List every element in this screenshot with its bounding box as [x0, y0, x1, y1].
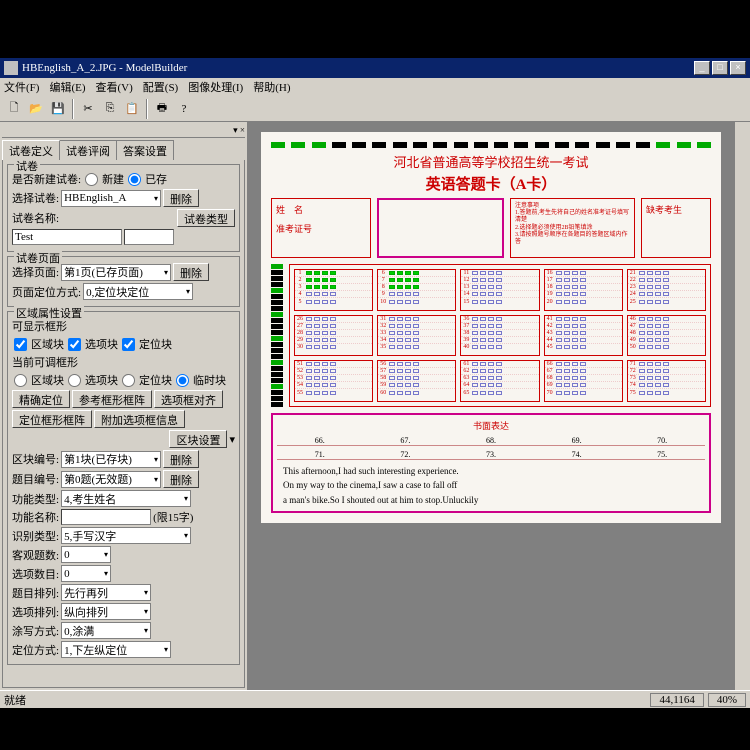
name-box: 姓 名 准考证号 [271, 198, 371, 258]
tab-review[interactable]: 试卷评阅 [59, 140, 117, 160]
help-icon[interactable]: ? [174, 99, 194, 119]
radio-option2[interactable] [68, 374, 81, 387]
group-page: 试卷页面 [14, 250, 62, 266]
block-num-combo[interactable]: 第1块(已存块) [61, 451, 161, 468]
page-combo[interactable]: 第1页(已存页面) [61, 264, 171, 281]
menu-help[interactable]: 帮助(H) [253, 79, 290, 95]
func-name-input[interactable] [61, 509, 151, 525]
copy-icon[interactable]: ⎘ [100, 99, 120, 119]
minimize-button[interactable]: _ [694, 61, 710, 75]
opt-combo[interactable]: 0 [61, 565, 111, 582]
radio-exist[interactable] [128, 173, 141, 186]
chk-locate[interactable] [122, 338, 135, 351]
q-num-combo[interactable]: 第0题(无效题) [61, 471, 161, 488]
rec-type-combo[interactable]: 5,手写汉字 [61, 527, 191, 544]
notice-box: 注意事项1.答题前,考生先将自己的姓名准考证号填写清楚2.选择题必须使用2B铅笔… [510, 198, 635, 258]
app-icon [4, 61, 18, 75]
radio-new[interactable] [85, 173, 98, 186]
smear-combo[interactable]: 0,涂满 [61, 622, 151, 639]
vertical-scrollbar[interactable] [734, 122, 750, 690]
window-title: HBEnglish_A_2.JPG - ModelBuilder [22, 62, 187, 74]
sheet-title: 河北省普通高等学校招生统一考试 [271, 152, 711, 171]
locate-combo[interactable]: 0,定位块定位 [83, 283, 193, 300]
del-block-button[interactable]: 删除 [163, 450, 199, 468]
new-icon[interactable]: 🗋 [4, 99, 24, 119]
menu-config[interactable]: 配置(S) [143, 79, 178, 95]
loc-arr-button[interactable]: 定位框形框阵 [12, 410, 92, 428]
qarr-combo[interactable]: 先行再列 [61, 584, 151, 601]
obj-combo[interactable]: 0 [61, 546, 111, 563]
tab-define[interactable]: 试卷定义 [2, 140, 60, 160]
statusbar: 就绪 44,1164 40% [0, 690, 750, 708]
print-icon[interactable]: 🖶 [152, 99, 172, 119]
panel-close-icon[interactable]: ▾ × [233, 125, 245, 136]
status-text: 就绪 [4, 692, 26, 708]
essay-box: 书面表达 66.67.68.69.70. 71.72.73.74.75. Thi… [271, 413, 711, 513]
group-region: 区域属性设置 [14, 305, 84, 321]
radio-region2[interactable] [14, 374, 27, 387]
paste-icon[interactable]: 📋 [122, 99, 142, 119]
paper-type-button[interactable]: 试卷类型 [177, 209, 235, 227]
test-input[interactable] [12, 229, 122, 245]
image-viewport[interactable]: 河北省普通高等学校招生统一考试 英语答题卡（A卡） 姓 名 准考证号 注意事项1… [248, 122, 734, 690]
save-icon[interactable]: 💾 [48, 99, 68, 119]
menu-view[interactable]: 查看(V) [96, 79, 133, 95]
status-coord: 44,1164 [650, 693, 703, 707]
delete-paper-button[interactable]: 删除 [163, 189, 199, 207]
group-paper: 试卷 [14, 160, 40, 174]
func-type-combo[interactable]: 4,考生姓名 [61, 490, 191, 507]
toolbar: 🗋 📂 💾 ✂ ⎘ 📋 🖶 ? [0, 96, 750, 122]
maximize-button[interactable]: □ [712, 61, 728, 75]
sheet-subtitle: 英语答题卡（A卡） [271, 173, 711, 194]
radio-locate2[interactable] [122, 374, 135, 387]
absent-box: 缺考考生 [641, 198, 711, 258]
radio-temp[interactable] [176, 374, 189, 387]
paper-combo[interactable]: HBEnglish_A [61, 190, 161, 207]
del-q-button[interactable]: 删除 [163, 470, 199, 488]
status-zoom: 40% [708, 693, 746, 707]
open-icon[interactable]: 📂 [26, 99, 46, 119]
left-panel: ▾ × 试卷定义 试卷评阅 答案设置 试卷 是否新建试卷: 新建 已存 选择试卷… [0, 122, 248, 690]
menubar: 文件(F) 编辑(E) 查看(V) 配置(S) 图像处理(I) 帮助(H) [0, 78, 750, 96]
cut-icon[interactable]: ✂ [78, 99, 98, 119]
chk-region[interactable] [14, 338, 27, 351]
locmode-combo[interactable]: 1,下左纵定位 [61, 641, 171, 658]
aux-input[interactable] [124, 229, 174, 245]
ref-rect-button[interactable]: 参考框形框阵 [72, 390, 152, 408]
answer-sheet: 河北省普通高等学校招生统一考试 英语答题卡（A卡） 姓 名 准考证号 注意事项1… [261, 132, 721, 523]
optarr-combo[interactable]: 纵向排列 [61, 603, 151, 620]
add-opt-button[interactable]: 附加选项框信息 [94, 410, 185, 428]
delete-page-button[interactable]: 删除 [173, 263, 209, 281]
fine-locate-button[interactable]: 精确定位 [12, 390, 70, 408]
menu-image[interactable]: 图像处理(I) [188, 79, 243, 95]
titlebar: HBEnglish_A_2.JPG - ModelBuilder _ □ × [0, 58, 750, 78]
close-button[interactable]: × [730, 61, 746, 75]
menu-file[interactable]: 文件(F) [4, 79, 39, 95]
block-set-button[interactable]: 区块设置 [169, 430, 227, 448]
barcode-box [377, 198, 504, 258]
chk-option[interactable] [68, 338, 81, 351]
tab-answer[interactable]: 答案设置 [116, 140, 174, 160]
opt-align-button[interactable]: 选项框对齐 [154, 390, 223, 408]
menu-edit[interactable]: 编辑(E) [49, 79, 85, 95]
